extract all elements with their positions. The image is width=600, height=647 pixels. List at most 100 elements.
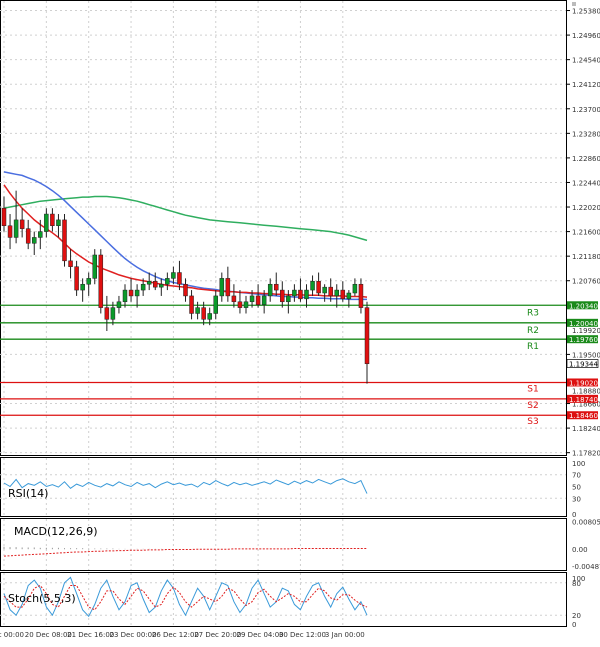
candle-body: [213, 295, 218, 314]
rsi-tick-label: 100: [572, 460, 585, 468]
candle-body: [225, 278, 231, 297]
x-tick-label: 26 Dec 12:00: [152, 631, 199, 639]
macd-tick-label: 0.00805: [572, 518, 600, 526]
level-price-box: [567, 301, 598, 310]
y-tick-label: 1.17820: [572, 450, 600, 458]
candle-body: [159, 283, 164, 288]
candle-body: [352, 283, 358, 294]
candle-body: [1, 207, 7, 226]
candle-body: [104, 307, 110, 320]
y-tick-label: 1.25380: [572, 8, 600, 16]
stoch-tick-label: 20: [572, 612, 581, 620]
pane-frame-rsi: [0, 457, 567, 517]
candle-body: [92, 254, 97, 279]
stoch-k-line: [3, 576, 368, 618]
candle-body: [286, 295, 291, 303]
level-price-box: [567, 318, 598, 327]
y-tick-label: 1.19920: [572, 327, 600, 335]
candle-body: [62, 219, 67, 262]
candle-body: [68, 260, 73, 267]
level-name-s3: S3: [527, 417, 538, 427]
x-tick-label: Dec 00:00: [0, 631, 24, 639]
pane-frame-macd: [0, 518, 567, 571]
candle-body: [310, 281, 315, 291]
stoch-tick-label: 80: [572, 580, 581, 588]
candle-body: [201, 307, 206, 320]
candle-body: [110, 307, 116, 320]
y-tick-label: 1.19500: [572, 351, 600, 359]
pane-frame-stoch: [0, 572, 567, 627]
x-tick-label: 27 Dec 20:00: [194, 631, 241, 639]
level-name-s1: S1: [527, 384, 538, 394]
level-price-box: [567, 411, 598, 420]
candle-body: [334, 289, 339, 297]
candle-body: [134, 289, 140, 297]
candle-body: [140, 283, 146, 291]
candle-body: [116, 301, 122, 308]
candle-body: [340, 289, 346, 300]
candle-body: [316, 281, 321, 294]
y-tick-label: 1.18240: [572, 425, 600, 433]
candle-body: [231, 295, 237, 303]
candle-body: [195, 307, 200, 314]
candle-body: [267, 283, 273, 297]
macd-signal-line: [3, 548, 367, 557]
level-price-label: 1.19020: [569, 379, 598, 387]
corner-marker: [572, 2, 576, 6]
level-price-label: 1.20040: [569, 320, 598, 328]
candle-body: [98, 254, 104, 308]
candle-body: [280, 289, 285, 303]
x-tick-label: 23 Dec 00:00: [110, 631, 157, 639]
current-price-label: 1.19344: [569, 361, 598, 369]
stoch-tick-label: 0: [572, 621, 576, 629]
x-tick-label: 21 Dec 16:00: [67, 631, 114, 639]
rsi-tick-label: 50: [572, 484, 581, 492]
candle-body: [243, 301, 249, 308]
candle-body: [19, 219, 25, 229]
y-tick-label: 1.20760: [572, 278, 600, 286]
candle-body: [322, 286, 327, 294]
candle-body: [86, 278, 91, 285]
current-price-box: [566, 359, 599, 368]
candle-body: [32, 237, 37, 244]
candle-body: [7, 225, 13, 238]
y-tick-label: 1.18660: [572, 401, 600, 409]
candle-body: [25, 228, 31, 244]
y-tick-label: 1.24540: [572, 57, 600, 65]
candle-body: [177, 272, 182, 285]
x-tick-label: 20 Dec 08:00: [25, 631, 72, 639]
candle-body: [292, 289, 297, 297]
pane-frame-main: [0, 0, 567, 456]
candle-body: [298, 289, 303, 300]
candle-body: [346, 292, 352, 300]
candle-body: [50, 213, 55, 226]
candle-body: [261, 295, 267, 305]
candle-body: [237, 301, 243, 308]
rsi-tick-label: 30: [572, 495, 581, 503]
y-tick-label: 1.21180: [572, 253, 600, 261]
candle-body: [44, 213, 49, 232]
candle-body: [128, 289, 134, 297]
level-price-box: [567, 378, 598, 387]
level-name-r3: R3: [527, 308, 539, 318]
candle-body: [328, 286, 333, 297]
stoch-d-line: [3, 584, 368, 611]
x-tick-label: 30 Dec 12:00: [279, 631, 326, 639]
candle-body: [146, 281, 152, 285]
candle-body: [183, 283, 188, 297]
candle-body: [165, 278, 170, 285]
candle-body: [122, 289, 128, 303]
level-price-label: 1.18740: [569, 396, 598, 404]
candle-body: [274, 283, 279, 291]
candle-body: [171, 272, 176, 279]
macd-title: MACD(12,26,9): [14, 525, 98, 538]
level-price-label: 1.20340: [569, 302, 598, 310]
rsi-title: RSI(14): [8, 487, 48, 500]
candle-body: [38, 231, 43, 238]
y-tick-label: 1.22020: [572, 204, 600, 212]
candle-body: [358, 283, 364, 308]
candle-body: [207, 313, 212, 320]
candle-body: [304, 289, 309, 300]
y-tick-label: 1.24960: [572, 32, 600, 40]
